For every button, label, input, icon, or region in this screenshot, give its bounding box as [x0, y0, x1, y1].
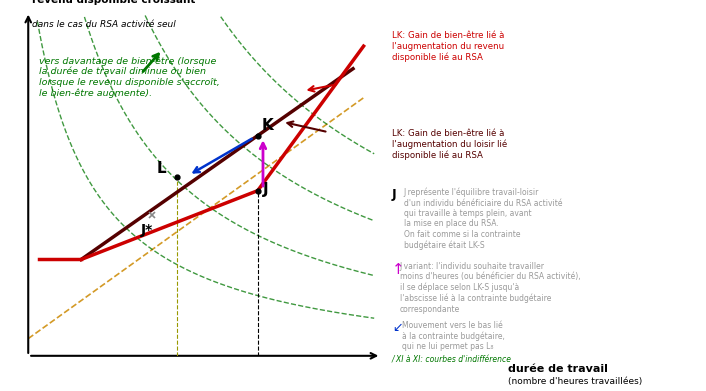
- Text: K: K: [261, 118, 273, 133]
- Text: J*: J*: [141, 222, 153, 237]
- Text: vers davantage de bien-être (lorsque
la durée de travail diminue ou bien
lorsque: vers davantage de bien-être (lorsque la …: [39, 56, 220, 98]
- Text: / XI à XI: courbes d'indifférence: / XI à XI: courbes d'indifférence: [392, 356, 512, 365]
- Text: ↑: ↑: [392, 262, 405, 277]
- Text: LK: Gain de bien-être lié à
l'augmentation du revenu
disponible lié au RSA: LK: Gain de bien-être lié à l'augmentati…: [392, 31, 504, 62]
- Text: J représente l'équilibre travail-loisir
d'un individu bénéficiaire du RSA activi: J représente l'équilibre travail-loisir …: [404, 188, 563, 250]
- Text: J: J: [263, 182, 268, 197]
- Text: (nombre d'heures travaillées): (nombre d'heures travaillées): [508, 377, 642, 386]
- Text: J: J: [392, 188, 397, 201]
- Text: J variant: l'individu souhaite travailler
moins d'heures (ou bénéficier du RSA a: J variant: l'individu souhaite travaille…: [400, 262, 580, 314]
- Text: ↙: ↙: [392, 321, 402, 334]
- Text: dans le cas du RSA activité seul: dans le cas du RSA activité seul: [32, 20, 176, 29]
- Text: LK: Gain de bien-être lié à
l'augmentation du loisir lié
disponible lié au RSA: LK: Gain de bien-être lié à l'augmentati…: [392, 129, 507, 160]
- Text: Mouvement vers le bas lié
à la contrainte budgétaire,
qui ne lui permet pas L₈: Mouvement vers le bas lié à la contraint…: [402, 321, 505, 351]
- Text: revenu disponible croissant: revenu disponible croissant: [32, 0, 195, 5]
- Text: durée de travail: durée de travail: [508, 364, 608, 374]
- Text: L: L: [157, 161, 167, 176]
